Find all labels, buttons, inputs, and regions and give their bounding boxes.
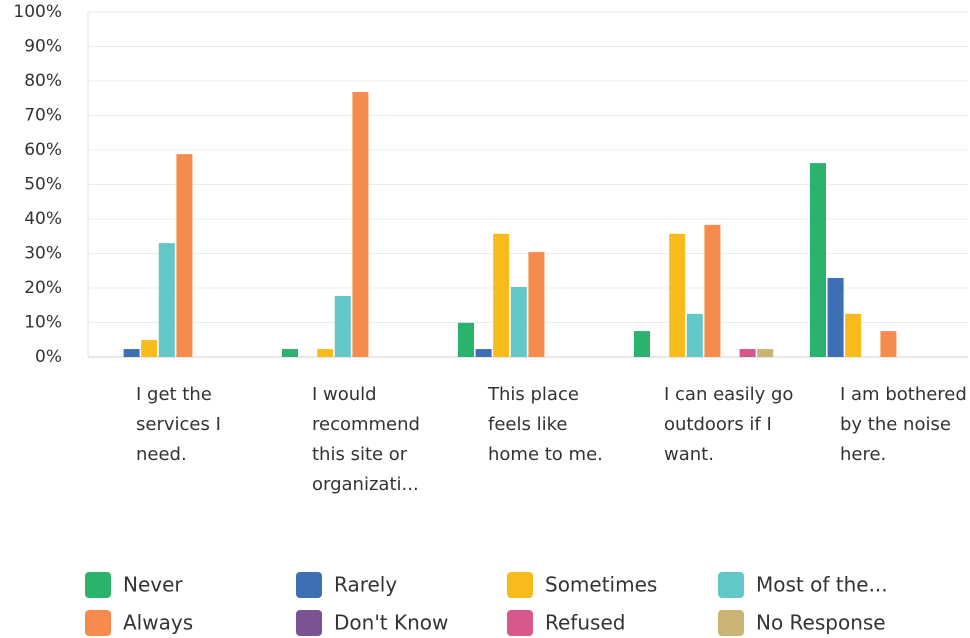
legend-swatch [296, 572, 322, 598]
bar [528, 252, 545, 357]
bar [757, 349, 774, 357]
bar [880, 331, 897, 357]
bar [493, 233, 510, 357]
y-tick-label: 100% [13, 2, 62, 22]
legend-swatch [507, 572, 533, 598]
bar [475, 349, 492, 357]
y-tick-label: 50% [24, 175, 62, 195]
y-tick-label: 80% [24, 71, 62, 91]
y-tick-label: 10% [24, 313, 62, 333]
legend-swatch [296, 610, 322, 636]
bar [686, 313, 703, 357]
bar [176, 154, 193, 357]
legend-swatch [85, 610, 111, 636]
bar [810, 163, 826, 357]
x-tick-label: I get the services I need. [136, 384, 221, 465]
y-tick-label: 90% [24, 37, 62, 57]
x-tick-label: I would recommend this site or organizat… [312, 384, 420, 495]
y-tick-label: 60% [24, 140, 62, 160]
y-tick-label: 30% [24, 244, 62, 264]
legend-swatch [85, 572, 111, 598]
legend-label: Don't Know [334, 611, 448, 635]
legend-label: Never [123, 573, 183, 597]
legend-swatch [718, 572, 744, 598]
bar [141, 340, 158, 357]
legend-label: Always [123, 611, 193, 635]
x-tick-label: I can easily go outdoors if I want. [664, 384, 794, 465]
bar [158, 243, 175, 357]
bar [510, 286, 527, 357]
legend-label: Sometimes [545, 573, 657, 597]
bar [704, 224, 721, 357]
y-tick-label: 40% [24, 209, 62, 229]
legend-label: Rarely [334, 573, 397, 597]
y-tick-label: 20% [24, 278, 62, 298]
bar [669, 233, 686, 357]
y-tick-label: 0% [35, 347, 62, 367]
bar [317, 349, 334, 357]
bar [123, 349, 140, 357]
legend-swatch [507, 610, 533, 636]
legend-swatch [718, 610, 744, 636]
y-tick-label: 70% [24, 106, 62, 126]
bar [334, 295, 351, 357]
bar [634, 331, 650, 357]
x-tick-label: This place feels like home to me. [488, 384, 603, 465]
bar [845, 313, 862, 357]
bar [739, 349, 756, 357]
legend-label: Most of the... [756, 573, 888, 597]
legend-label: No Response [756, 611, 886, 635]
bar [827, 277, 844, 357]
bar [352, 92, 369, 357]
bar [282, 349, 298, 357]
legend-label: Refused [545, 611, 625, 635]
bar [458, 322, 474, 357]
x-tick-label: I am bothered by the noise here. [840, 384, 967, 465]
